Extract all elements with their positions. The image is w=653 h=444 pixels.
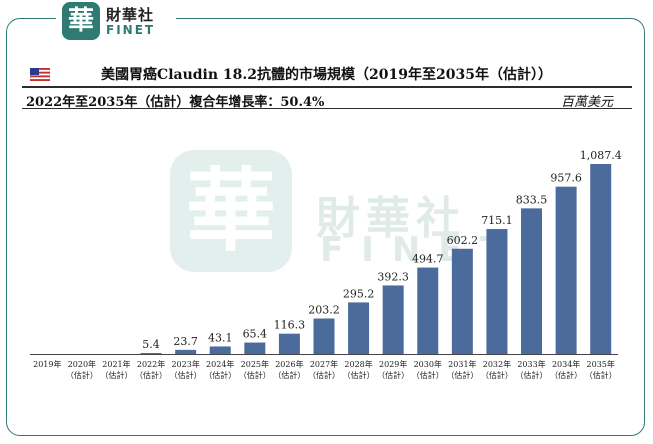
x-tick-label-6-1: （估計）: [239, 370, 271, 380]
bar-9: [348, 302, 370, 354]
cagr-label: 2022年至2035年（估計）複合年增長率：50.4%: [26, 95, 325, 110]
value-label-9: 295.2: [343, 287, 375, 300]
unit-label: 百萬美元: [560, 95, 613, 110]
x-tick-label-4-1: （估計）: [170, 370, 202, 380]
x-tick-label-5-0: 2024年: [206, 359, 234, 369]
x-tick-label-11-1: （估計）: [412, 370, 444, 380]
x-tick-label-10-1: （估計）: [377, 370, 409, 380]
title-rule-bottom: [22, 108, 632, 109]
x-tick-label-8-0: 2027年: [310, 359, 338, 369]
value-label-5: 43.1: [208, 331, 233, 344]
bar-13: [486, 229, 508, 354]
x-tick-label-15-1: （估計）: [550, 370, 582, 380]
chart-title: 美國胃癌Claudin 18.2抗體的市場規模（2019年至2035年（估計））: [101, 67, 552, 83]
bar-5: [209, 346, 231, 354]
bar-6: [244, 342, 266, 354]
value-label-15: 957.6: [550, 172, 582, 185]
logo-name-en: FINET: [106, 23, 156, 37]
x-tick-label-3-1: （估計）: [135, 370, 167, 380]
us-flag-icon: [30, 68, 50, 81]
x-tick-label-10-0: 2029年: [379, 359, 407, 369]
value-label-7: 116.3: [274, 319, 306, 332]
watermark-seal: 華: [170, 150, 292, 272]
x-tick-label-7-0: 2026年: [275, 359, 303, 369]
bar-11: [417, 267, 439, 354]
value-label-16: 1,087.4: [580, 149, 622, 162]
value-label-6: 65.4: [243, 328, 268, 341]
bars-group: [140, 164, 612, 354]
x-tick-label-12-0: 2031年: [448, 359, 476, 369]
x-tick-label-5-1: （估計）: [204, 370, 236, 380]
x-tick-label-16-1: （估計）: [585, 370, 617, 380]
x-tick-label-8-1: （估計）: [308, 370, 340, 380]
x-tick-label-1-0: 2020年: [68, 359, 96, 369]
bar-16: [590, 164, 612, 354]
chart-frame: [6, 18, 645, 436]
bar-10: [382, 285, 404, 354]
x-tick-label-1-1: （估計）: [66, 370, 98, 380]
x-tick-label-16-0: 2035年: [587, 359, 615, 369]
x-tick-label-14-1: （估計）: [516, 370, 548, 380]
bar-7: [278, 333, 300, 354]
value-label-14: 833.5: [516, 193, 548, 206]
bar-12: [451, 248, 473, 354]
x-tick-label-15-0: 2034年: [552, 359, 580, 369]
bar-8: [313, 318, 335, 354]
x-tick-label-9-0: 2028年: [344, 359, 372, 369]
x-tick-label-4-0: 2023年: [171, 359, 199, 369]
value-label-4: 23.7: [173, 335, 198, 348]
x-tick-label-7-1: （估計）: [273, 370, 305, 380]
logo-name-cn: 財華社: [106, 6, 155, 24]
x-tick-label-6-0: 2025年: [241, 359, 269, 369]
logo-seal: 華: [62, 2, 100, 40]
x-tick-label-3-0: 2022年: [137, 359, 165, 369]
value-labels-group: 5.4 23.7 43.1 65.4 116.3203.2295.2392.3494.7…: [142, 149, 621, 351]
x-tick-label-12-1: （估計）: [446, 370, 478, 380]
x-tick-label-2-1: （估計）: [100, 370, 132, 380]
x-tick-label-2-0: 2021年: [102, 359, 130, 369]
x-tick-label-0-0: 2019年: [33, 359, 61, 369]
bar-3: [140, 353, 162, 354]
value-label-12: 602.2: [447, 234, 479, 247]
bar-14: [521, 208, 543, 354]
value-label-13: 715.1: [481, 214, 513, 227]
x-tick-label-13-1: （估計）: [481, 370, 513, 380]
finet-logo: 華 財華社 FINET: [56, 0, 176, 44]
bar-15: [555, 186, 577, 354]
bar-4: [175, 349, 197, 354]
watermark-name-cn: 財華社: [316, 193, 466, 244]
x-tick-label-13-0: 2032年: [483, 359, 511, 369]
value-label-11: 494.7: [412, 253, 444, 266]
x-tick-label-9-1: （估計）: [343, 370, 375, 380]
value-label-8: 203.2: [308, 303, 340, 316]
x-tick-label-14-0: 2033年: [517, 359, 545, 369]
x-tick-labels-group: 2019年 2020年（估計）2021年（估計）2022年（估計）2023年（估計…: [33, 359, 617, 380]
x-tick-label-11-0: 2030年: [414, 359, 442, 369]
value-label-3: 5.4: [142, 338, 160, 351]
title-rule-top: [22, 86, 632, 88]
value-label-10: 392.3: [377, 270, 409, 283]
